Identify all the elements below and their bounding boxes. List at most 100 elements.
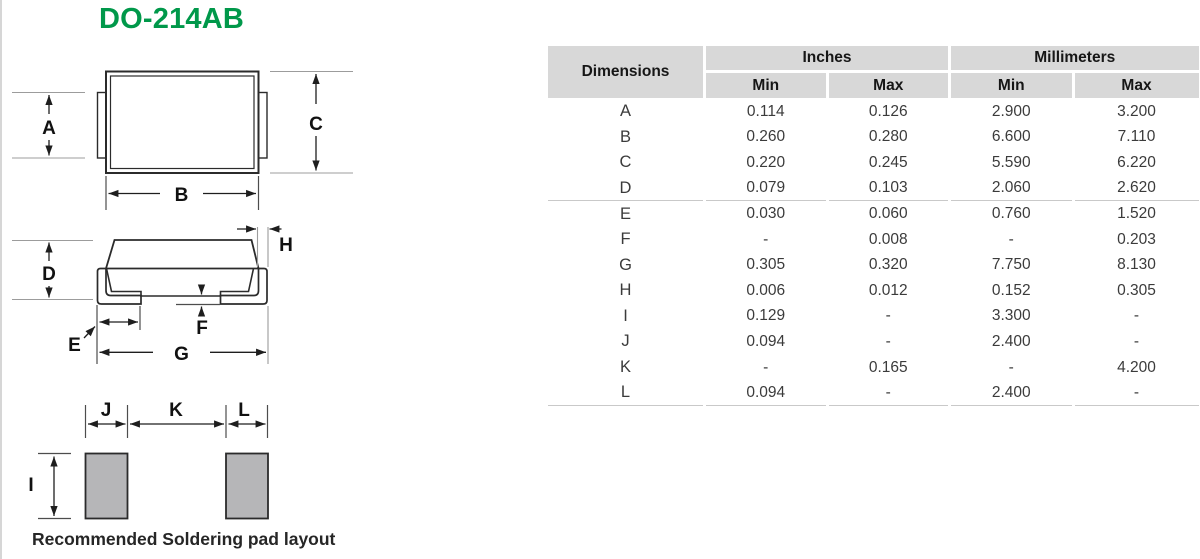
dim-letter: E <box>619 204 631 223</box>
dimension-label-d: D <box>42 264 56 285</box>
dimension-label-c: C <box>309 114 323 135</box>
mm-max-value: 4.200 <box>1117 358 1156 376</box>
leader-line <box>83 326 96 339</box>
dim-letter: F <box>620 230 631 249</box>
dimension-label-f: F <box>196 318 208 339</box>
solder-pad-left <box>84 452 129 520</box>
mm-max-value: - <box>1074 380 1199 406</box>
package-body-inner-outline <box>109 75 255 170</box>
package-title: DO-214AB <box>99 3 245 35</box>
mm-max-value: - <box>1133 332 1140 350</box>
mm-max-value: 7.110 <box>1117 128 1156 146</box>
dim-letter: A <box>619 102 631 121</box>
right-lead <box>219 267 268 305</box>
table-row: H 0.006 0.012 0.152 0.305 <box>548 278 1199 304</box>
table-body: A 0.114 0.126 2.900 3.200 B 0.260 0.280 … <box>548 99 1199 406</box>
molded-body-top <box>104 239 260 270</box>
inches-min-value: 0.260 <box>746 128 786 146</box>
table-row: A 0.114 0.126 2.900 3.200 <box>548 99 1199 125</box>
inches-min-value: 0.094 <box>706 380 826 406</box>
dim-letter: C <box>619 153 632 172</box>
mm-max-value: 2.620 <box>1074 176 1199 202</box>
mm-max-value: 0.305 <box>1117 281 1156 299</box>
right-terminal-tab <box>257 91 268 159</box>
dim-letter: D <box>548 176 703 202</box>
table-row: B 0.260 0.280 6.600 7.110 <box>548 125 1199 151</box>
inches-min-value: 0.006 <box>746 281 786 299</box>
col-header-mm-min: Min <box>951 73 1072 98</box>
left-terminal-tab <box>96 91 107 159</box>
col-header-inches-min: Min <box>706 73 826 98</box>
inches-max-value: 0.126 <box>868 102 908 120</box>
table-row: G 0.305 0.320 7.750 8.130 <box>548 252 1199 278</box>
dimensions-table: Dimensions Inches Millimeters Min Max Mi… <box>548 46 1199 406</box>
side-view-diagram: D H F E G <box>12 225 293 365</box>
inches-min-value: 0.305 <box>746 256 786 274</box>
dimension-label-l: L <box>238 400 250 421</box>
table-row: E 0.030 0.060 0.760 1.520 <box>548 201 1199 227</box>
col-header-dimensions: Dimensions <box>548 46 703 98</box>
inches-max-value: 0.245 <box>868 153 908 171</box>
package-body-outline <box>105 70 260 174</box>
inches-max-value: - <box>885 307 891 325</box>
dim-letter: I <box>623 306 628 325</box>
table-row: C 0.220 0.245 5.590 6.220 <box>548 150 1199 176</box>
col-group-millimeters: Millimeters <box>951 46 1199 70</box>
dimension-label-a: A <box>42 118 56 139</box>
mm-max-value: 1.520 <box>1117 205 1156 223</box>
mm-min-value: 5.590 <box>991 153 1031 171</box>
table-row: K - 0.165 - 4.200 <box>548 355 1199 381</box>
table-row: L 0.094 - 2.400 - <box>548 380 1199 406</box>
mm-max-value: 6.220 <box>1117 153 1156 171</box>
dim-letter: K <box>619 358 631 377</box>
pad-layout-diagram: J K L I <box>28 400 269 520</box>
inches-max-value: 0.280 <box>868 128 908 146</box>
inches-max-value: 0.320 <box>868 256 908 274</box>
molded-body-bottom <box>105 268 255 297</box>
mm-max-value: 3.200 <box>1117 102 1156 120</box>
dim-letter: L <box>548 380 703 406</box>
dim-letter: B <box>619 127 631 146</box>
inches-max-value: 0.165 <box>868 358 908 376</box>
table-row: F - 0.008 - 0.203 <box>548 227 1199 253</box>
left-lead <box>96 267 142 305</box>
top-view-diagram: A C B <box>12 70 353 210</box>
inches-min-value: 0.114 <box>746 102 785 120</box>
inches-min-value: 0.030 <box>746 205 786 223</box>
mm-min-value: 0.152 <box>991 281 1031 299</box>
mm-min-value: 6.600 <box>991 128 1031 146</box>
dim-letter: H <box>619 281 632 300</box>
pad-layout-caption: Recommended Soldering pad layout <box>32 529 336 549</box>
mm-min-value: 3.300 <box>991 307 1031 325</box>
mm-min-value: - <box>1008 230 1014 248</box>
table-row: I 0.129 - 3.300 - <box>548 304 1199 330</box>
mm-min-value: - <box>1008 358 1014 376</box>
table-row: J 0.094 - 2.400 - <box>548 329 1199 355</box>
mm-min-value: 2.400 <box>951 380 1072 406</box>
inches-max-value: 0.103 <box>828 176 948 202</box>
col-header-mm-max: Max <box>1074 73 1199 98</box>
page-edge <box>0 0 2 559</box>
inches-min-value: 0.220 <box>746 153 786 171</box>
dim-letter: J <box>621 332 630 351</box>
dimension-label-h: H <box>279 235 293 256</box>
inches-min-value: - <box>763 358 769 376</box>
dimension-label-g: G <box>174 344 189 365</box>
table-header: Dimensions Inches Millimeters Min Max Mi… <box>548 46 1199 98</box>
mm-min-value: 2.900 <box>991 102 1031 120</box>
mm-min-value: 7.750 <box>991 256 1031 274</box>
inches-max-value: - <box>828 380 948 406</box>
mm-max-value: 8.130 <box>1117 256 1156 274</box>
inches-min-value: 0.079 <box>706 176 826 202</box>
solder-pad-right <box>225 452 269 520</box>
dimension-label-i: I <box>28 475 33 496</box>
dimension-label-k: K <box>169 400 183 421</box>
inches-min-value: 0.094 <box>746 332 786 350</box>
dim-letter: G <box>619 255 632 274</box>
col-header-inches-max: Max <box>828 73 948 98</box>
inches-max-value: 0.060 <box>868 205 908 223</box>
dimension-label-j: J <box>101 400 112 421</box>
mm-max-value: - <box>1133 307 1140 325</box>
mm-min-value: 2.060 <box>951 176 1072 202</box>
